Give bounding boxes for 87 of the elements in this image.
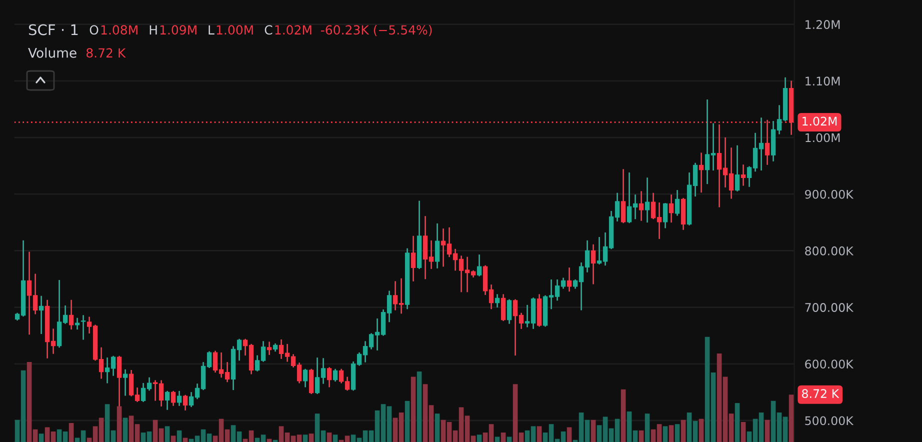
bar [410, 376, 416, 442]
bar [308, 434, 314, 442]
candlestick [506, 299, 512, 324]
bar [416, 371, 422, 442]
candlestick [644, 178, 650, 223]
annotation: O [90, 25, 98, 35]
candlestick [266, 342, 272, 355]
bar [434, 414, 440, 442]
candlestick [332, 368, 338, 382]
candlestick [164, 390, 170, 410]
candlestick [740, 164, 746, 186]
bar [788, 394, 794, 442]
candlestick [308, 368, 314, 394]
candlestick [182, 394, 188, 410]
candlestick [662, 203, 668, 228]
annotation: H [150, 25, 157, 34]
annotation: 1.02M [275, 25, 312, 35]
candlestick [734, 145, 740, 192]
y-tick-label: 600.00K [805, 360, 854, 369]
bar [476, 434, 482, 442]
bar [176, 430, 182, 442]
bar [740, 422, 746, 442]
candlestick [620, 169, 626, 224]
y-tick-label: 1.20M [806, 20, 840, 29]
annotation: 1.08M [101, 25, 138, 35]
bar [170, 436, 176, 442]
candlestick [326, 367, 332, 388]
candlestick [302, 368, 308, 388]
bar [764, 420, 770, 442]
bar [644, 414, 650, 442]
bar [536, 426, 542, 442]
y-tick-label: 1.10M [806, 76, 840, 86]
chart-title: Volume [28, 48, 76, 58]
y-tick-label: 700.00K [805, 303, 854, 312]
bar [662, 426, 668, 442]
bar [668, 425, 674, 442]
annotation: -60.23K (−5.54%) [320, 24, 432, 36]
bar [404, 400, 410, 442]
bar [638, 430, 644, 442]
annotation: C [264, 25, 272, 35]
bar [122, 418, 128, 442]
annotation: 1.09M [160, 25, 196, 35]
bar [590, 420, 596, 442]
bar [326, 432, 332, 442]
candlestick [410, 236, 416, 282]
annotation: 1.00M [216, 25, 253, 35]
bar [68, 423, 74, 442]
bar [332, 434, 338, 442]
y-tick-label: 900.00K [805, 190, 854, 199]
candlestick [668, 194, 674, 223]
y-tick-label: 1.00M [806, 133, 840, 142]
candlestick [638, 191, 644, 221]
bar [302, 434, 308, 442]
bar [164, 426, 170, 442]
bar [674, 424, 680, 442]
candlestick [68, 300, 74, 330]
bar [494, 436, 500, 442]
candlestick [698, 152, 704, 193]
text: SCF · 1 [28, 24, 78, 36]
candlestick [500, 294, 506, 322]
bar [566, 427, 572, 442]
candlestick [476, 254, 482, 276]
y-tick-label: 500.00K [805, 416, 854, 426]
bar [506, 436, 512, 442]
candlestick [674, 190, 680, 216]
annotation: L [208, 25, 214, 34]
bar [500, 432, 506, 442]
candlestick [434, 223, 440, 268]
candlestick [170, 390, 176, 406]
candlestick [566, 268, 572, 292]
bar [680, 420, 686, 442]
candlestick [176, 390, 182, 406]
text: 8.72 K [802, 389, 840, 398]
candlestick [116, 356, 122, 406]
candlestick [80, 315, 86, 340]
candlestick [122, 369, 128, 396]
candlestick [38, 296, 44, 334]
bar [620, 389, 626, 442]
candlestick [590, 244, 596, 284]
candlestick [494, 294, 500, 308]
bar [38, 434, 44, 442]
y-tick-label: 800.00K [805, 246, 854, 256]
bar [734, 403, 740, 442]
bar [116, 406, 122, 442]
chart-subtitle: 8.72 K [86, 48, 126, 58]
bar [698, 418, 704, 442]
ref-line-label: 1.02M [802, 116, 837, 126]
